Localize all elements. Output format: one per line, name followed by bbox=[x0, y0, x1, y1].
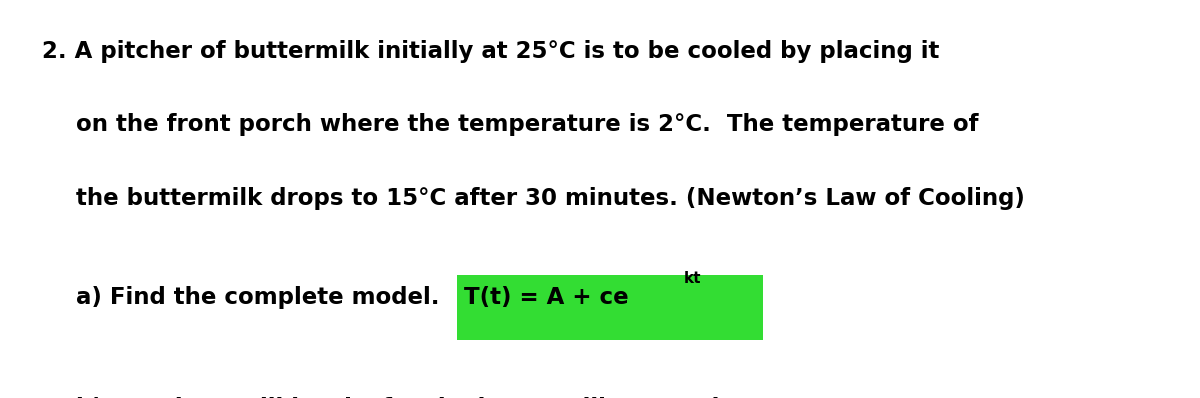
Text: a) Find the complete model.: a) Find the complete model. bbox=[76, 287, 455, 310]
Text: kt: kt bbox=[684, 271, 702, 285]
Text: T(t) = A + ce: T(t) = A + ce bbox=[464, 287, 629, 310]
Text: on the front porch where the temperature is 2°C.  The temperature of: on the front porch where the temperature… bbox=[76, 113, 978, 137]
FancyBboxPatch shape bbox=[457, 275, 763, 340]
Text: the buttermilk drops to 15°C after 30 minutes. (Newton’s Law of Cooling): the buttermilk drops to 15°C after 30 mi… bbox=[76, 187, 1025, 210]
Text: 2. A pitcher of buttermilk initially at 25°C is to be cooled by placing it: 2. A pitcher of buttermilk initially at … bbox=[42, 40, 940, 63]
Text: b) How long will it take for the buttermilk to reach a temperature: b) How long will it take for the butterm… bbox=[76, 397, 922, 398]
